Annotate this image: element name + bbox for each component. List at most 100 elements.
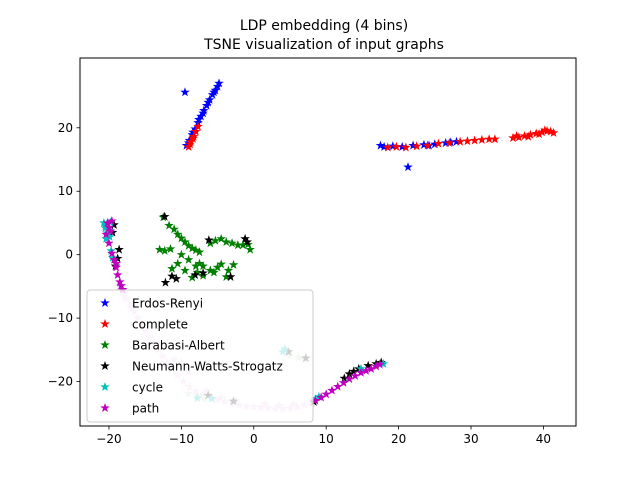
point-barabasi-albert [180, 265, 190, 275]
x-tick-label: 30 [463, 432, 478, 446]
point-barabasi-albert [176, 233, 187, 243]
point-barabasi-albert [176, 249, 187, 259]
point-complete [455, 136, 465, 146]
point-neumann-watts-strogatz [339, 373, 350, 383]
point-neumann-watts-strogatz [363, 360, 373, 370]
point-path [366, 363, 376, 373]
point-barabasi-albert [221, 237, 232, 247]
point-neumann-watts-strogatz [204, 235, 214, 245]
point-complete [534, 129, 544, 139]
point-erdos-renyi [194, 114, 204, 124]
point-complete [411, 141, 422, 151]
point-cycle [107, 252, 118, 262]
x-tick-label: 40 [536, 432, 551, 446]
point-complete [422, 140, 433, 150]
legend-marker [100, 361, 110, 371]
point-complete [537, 127, 547, 137]
point-barabasi-albert [223, 265, 234, 275]
point-path [327, 385, 337, 395]
point-path [375, 359, 385, 369]
legend-marker [100, 403, 110, 413]
point-barabasi-albert [228, 259, 239, 269]
point-path [105, 226, 116, 236]
legend-label: Erdos-Renyi [132, 297, 203, 311]
legend-label: complete [132, 318, 188, 332]
point-erdos-renyi [209, 87, 219, 97]
point-barabasi-albert [245, 244, 255, 254]
point-cycle [101, 233, 111, 243]
point-barabasi-albert [173, 258, 183, 268]
point-path [104, 222, 114, 232]
point-erdos-renyi [184, 135, 195, 145]
point-path [104, 238, 114, 248]
y-tick-label: 10 [58, 184, 73, 198]
point-neumann-watts-strogatz [159, 211, 170, 221]
point-neumann-watts-strogatz [225, 271, 236, 281]
point-path [350, 370, 360, 380]
y-axis: −20 −10 0 10 20 [48, 121, 80, 389]
legend-label: path [132, 402, 159, 416]
point-path [361, 365, 371, 375]
point-barabasi-albert [165, 243, 176, 254]
legend-label: cycle [132, 381, 163, 395]
legend-box [86, 289, 314, 423]
point-complete [469, 135, 480, 145]
point-path [338, 377, 349, 387]
x-axis: −20 −10 0 10 20 30 40 [96, 426, 551, 446]
point-barabasi-albert [198, 270, 208, 280]
point-complete [433, 138, 444, 148]
x-tick-label: −20 [96, 432, 121, 446]
point-erdos-renyi [204, 94, 215, 104]
point-neumann-watts-strogatz [167, 271, 177, 281]
point-path [321, 389, 331, 399]
point-neumann-watts-strogatz [240, 233, 250, 243]
point-barabasi-albert [187, 243, 197, 253]
x-tick-label: 20 [391, 432, 406, 446]
point-complete [511, 131, 522, 141]
x-tick-label: 0 [250, 432, 258, 446]
point-erdos-renyi [403, 162, 413, 172]
point-erdos-renyi [199, 105, 209, 115]
point-erdos-renyi [198, 108, 208, 118]
legend-marker [100, 319, 110, 329]
x-tick-label: −10 [169, 432, 194, 446]
point-barabasi-albert [192, 267, 203, 277]
point-erdos-renyi [203, 97, 213, 107]
point-barabasi-albert [164, 220, 174, 230]
point-barabasi-albert [194, 247, 205, 257]
point-barabasi-albert [198, 261, 208, 271]
point-complete [193, 121, 203, 131]
point-barabasi-albert [183, 254, 194, 264]
point-complete [484, 134, 494, 144]
point-barabasi-albert [216, 233, 226, 243]
point-cycle [106, 245, 116, 255]
point-barabasi-albert [227, 238, 237, 248]
point-path [111, 262, 121, 272]
point-path [333, 381, 343, 391]
point-neumann-watts-strogatz [112, 253, 123, 263]
point-barabasi-albert [233, 240, 243, 250]
point-path [116, 280, 127, 290]
point-neumann-watts-strogatz [190, 269, 200, 280]
point-barabasi-albert [191, 261, 201, 271]
point-neumann-watts-strogatz [107, 227, 118, 237]
point-erdos-renyi [430, 139, 440, 149]
point-path [344, 374, 355, 384]
x-tick-label: 10 [319, 432, 334, 446]
point-erdos-renyi [180, 87, 190, 97]
point-barabasi-albert [212, 262, 223, 272]
point-path [310, 395, 321, 405]
point-path [107, 248, 117, 258]
legend: Erdos-Renyi complete Barabasi-Albert Neuman… [86, 289, 314, 423]
point-barabasi-albert [169, 224, 179, 234]
point-barabasi-albert [154, 244, 165, 254]
y-tick-label: 0 [65, 248, 73, 262]
point-path [107, 216, 117, 226]
point-barabasi-albert [183, 240, 194, 250]
point-path [371, 361, 381, 371]
point-neumann-watts-strogatz [171, 273, 182, 283]
point-complete [191, 126, 201, 136]
point-cycle [104, 231, 115, 241]
point-path [109, 254, 119, 264]
